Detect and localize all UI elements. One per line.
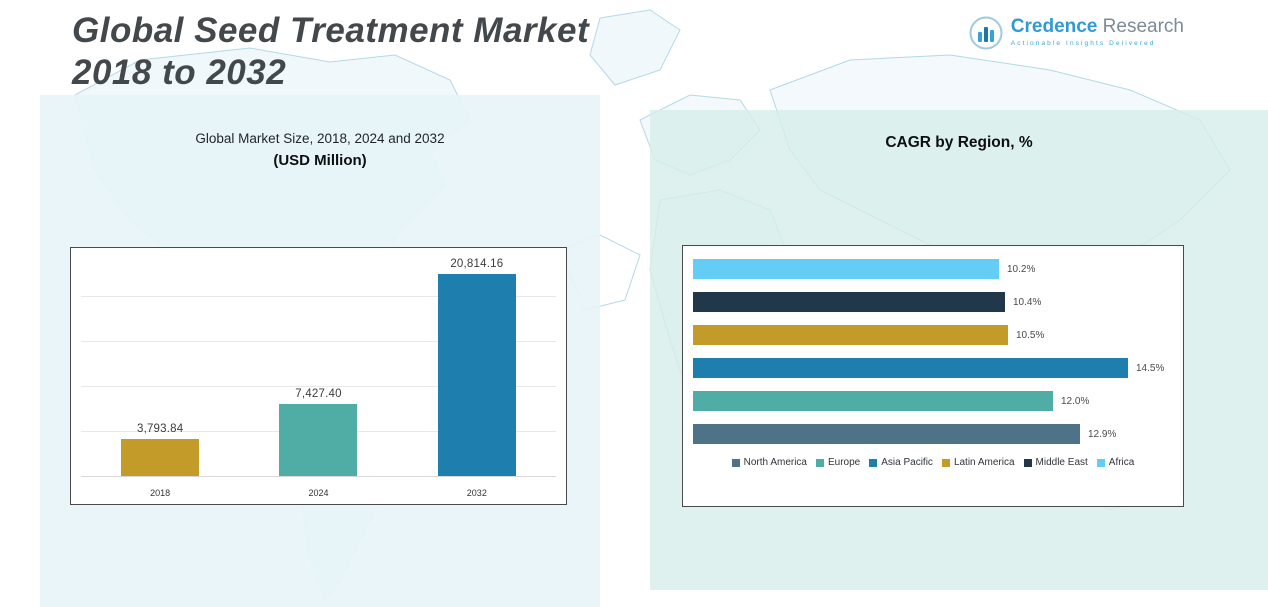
cagr-bar-middle-east bbox=[693, 292, 1005, 312]
cagr-value-label-asia-pacific: 14.5% bbox=[1136, 362, 1165, 374]
legend-swatch-north-america bbox=[731, 458, 740, 467]
cagr-value-label-middle-east: 10.4% bbox=[1013, 296, 1042, 308]
cagr-bar-africa bbox=[693, 259, 999, 279]
legend-label-latin-america: Latin America bbox=[953, 457, 1015, 468]
cagr-row-middle-east: 10.4% bbox=[693, 292, 1173, 312]
legend-item-africa: Africa bbox=[1096, 457, 1135, 468]
page-title-line2: 2018 to 2032 bbox=[72, 53, 287, 92]
cagr-value-label-latin-america: 10.5% bbox=[1016, 329, 1045, 341]
market-size-bars-area: 3,793.84 7,427.40 20,814.16 bbox=[81, 256, 556, 477]
bar-group-2018: 3,793.84 bbox=[82, 423, 239, 476]
logo-name: Credence Research bbox=[1011, 16, 1184, 38]
bar-2018 bbox=[121, 439, 200, 476]
legend-item-middle-east: Middle East bbox=[1023, 457, 1088, 468]
cagr-row-asia-pacific: 14.5% bbox=[693, 358, 1173, 378]
legend-swatch-europe bbox=[816, 458, 824, 467]
market-size-panel: Global Market Size, 2018, 2024 and 2032 … bbox=[40, 95, 600, 607]
market-size-category-axis: 2018 2024 2032 bbox=[81, 488, 556, 498]
cagr-bar-latin-america bbox=[693, 325, 1008, 345]
cagr-chart: 10.2% 10.4% 10.5% 14.5% 12.0% 12.9% North Ame… bbox=[682, 245, 1184, 507]
bar-group-2032: 20,814.16 bbox=[398, 258, 555, 476]
cagr-panel: CAGR by Region, % 10.2% 10.4% 10.5% 14.5% 12… bbox=[650, 110, 1268, 590]
cagr-chart-title: CAGR by Region, % bbox=[885, 134, 1033, 151]
cagr-legend: North America Europe Asia Pacific Latin Ame… bbox=[693, 457, 1173, 468]
logo-bar-chart-icon bbox=[969, 16, 1003, 50]
cagr-row-north-america: 12.9% bbox=[693, 424, 1173, 444]
bar-value-label-2018: 3,793.84 bbox=[136, 423, 184, 435]
page-title-line1: Global Seed Treatment Market bbox=[72, 11, 590, 50]
logo-tagline: Actionable Insights Delivered bbox=[1010, 40, 1156, 47]
legend-label-africa: Africa bbox=[1108, 457, 1135, 468]
legend-swatch-middle-east bbox=[1023, 458, 1032, 467]
legend-item-latin-america: Latin America bbox=[941, 457, 1015, 468]
logo-name-primary: Credence bbox=[1010, 16, 1098, 37]
bar-value-label-2032: 20,814.16 bbox=[450, 258, 504, 270]
legend-item-north-america: North America bbox=[731, 457, 807, 468]
cagr-value-label-africa: 10.2% bbox=[1007, 263, 1036, 275]
legend-item-europe: Europe bbox=[816, 457, 860, 468]
legend-item-asia-pacific: Asia Pacific bbox=[869, 457, 933, 468]
bar-2032 bbox=[437, 274, 516, 476]
legend-label-asia-pacific: Asia Pacific bbox=[881, 457, 933, 468]
credence-research-logo: Credence Research Actionable Insights De… bbox=[969, 16, 1184, 50]
cagr-bars-area: 10.2% 10.4% 10.5% 14.5% 12.0% 12.9% bbox=[693, 259, 1173, 444]
logo-name-secondary: Research bbox=[1097, 16, 1184, 37]
legend-swatch-africa bbox=[1096, 458, 1105, 467]
bar-group-2024: 7,427.40 bbox=[240, 388, 397, 476]
legend-label-europe: Europe bbox=[828, 457, 861, 468]
cagr-bar-north-america bbox=[693, 424, 1080, 444]
axis-label-2024: 2024 bbox=[308, 488, 329, 498]
legend-label-middle-east: Middle East bbox=[1035, 457, 1088, 468]
market-size-chart-title: Global Market Size, 2018, 2024 and 2032 bbox=[195, 131, 445, 146]
cagr-row-africa: 10.2% bbox=[693, 259, 1173, 279]
bar-value-label-2024: 7,427.40 bbox=[295, 388, 342, 400]
page-title: Global Seed Treatment Market 2018 to 203… bbox=[72, 10, 589, 94]
axis-label-2018: 2018 bbox=[150, 488, 171, 498]
cagr-value-label-europe: 12.0% bbox=[1061, 395, 1090, 407]
legend-label-north-america: North America bbox=[743, 457, 807, 468]
cagr-bar-asia-pacific bbox=[693, 358, 1128, 378]
market-size-chart-subtitle: (USD Million) bbox=[273, 152, 367, 169]
cagr-row-europe: 12.0% bbox=[693, 391, 1173, 411]
market-size-chart: 3,793.84 7,427.40 20,814.16 2018 2024 2032 bbox=[70, 247, 567, 505]
legend-swatch-latin-america bbox=[941, 458, 950, 467]
cagr-bar-europe bbox=[693, 391, 1053, 411]
cagr-value-label-north-america: 12.9% bbox=[1088, 428, 1117, 440]
bar-2024 bbox=[279, 404, 358, 476]
legend-swatch-asia-pacific bbox=[869, 458, 878, 467]
cagr-row-latin-america: 10.5% bbox=[693, 325, 1173, 345]
logo-text: Credence Research Actionable Insights De… bbox=[1011, 16, 1184, 47]
axis-label-2032: 2032 bbox=[466, 488, 487, 498]
